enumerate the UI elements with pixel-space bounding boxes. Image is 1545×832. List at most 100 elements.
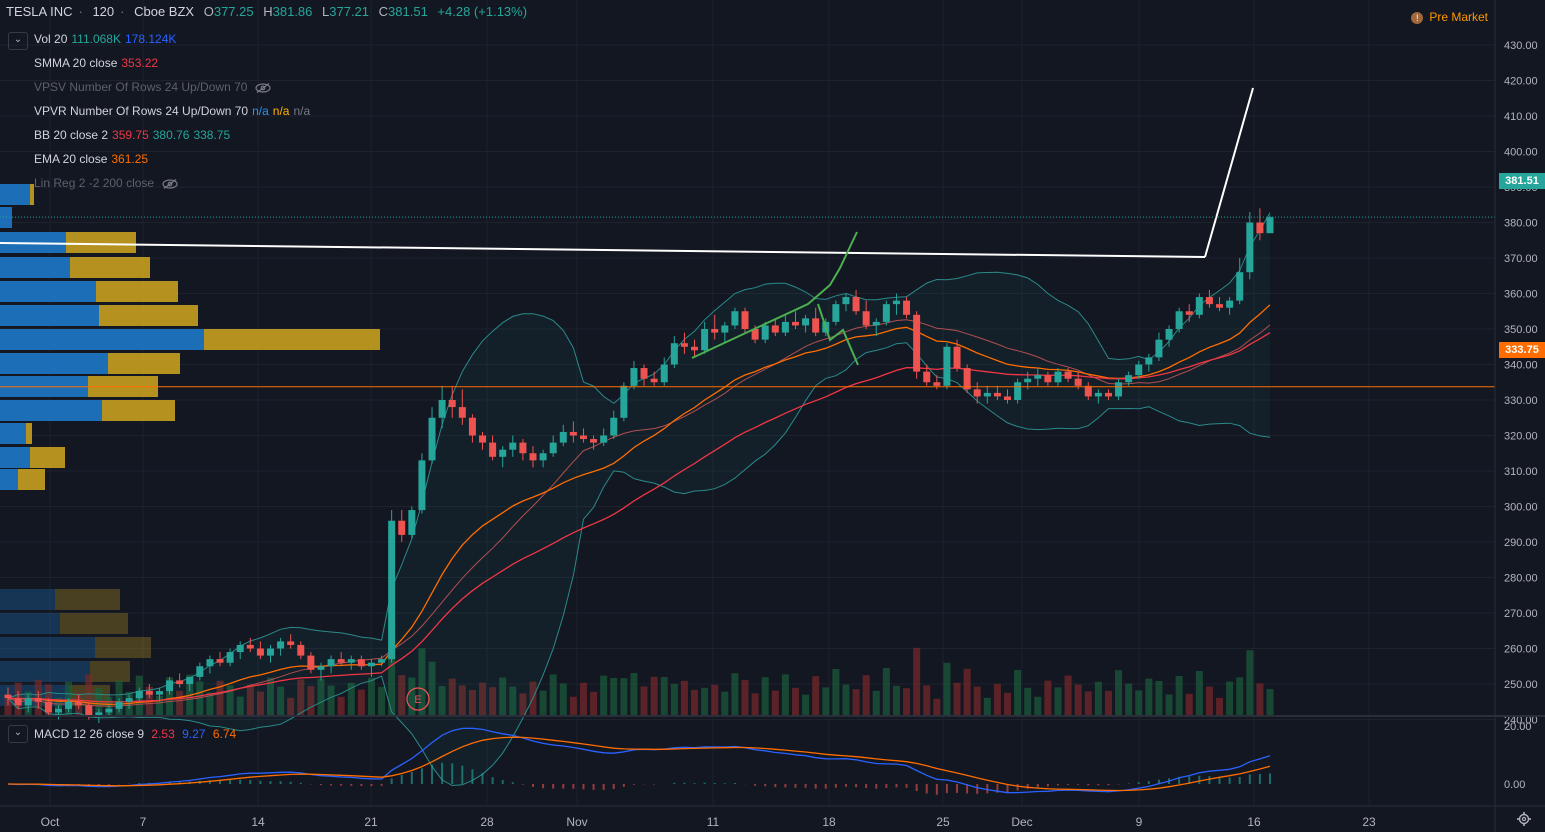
candle-body xyxy=(579,435,587,440)
volume-profile-down xyxy=(66,232,136,253)
candle-body xyxy=(176,680,184,684)
candle-body xyxy=(297,644,305,656)
candle-body xyxy=(1104,392,1112,397)
candle-body xyxy=(1135,364,1143,376)
volume-bar xyxy=(983,697,991,716)
macd-signal-line xyxy=(7,736,1271,792)
candle-body xyxy=(398,520,406,535)
volume-bar xyxy=(882,668,890,716)
candle-body xyxy=(307,655,315,670)
candle-body xyxy=(781,321,789,333)
candle-body xyxy=(963,368,971,390)
candle-body xyxy=(44,701,52,713)
indicator-row[interactable]: EMA 20 close 361.25 xyxy=(34,152,152,166)
price-axis-label: 360.00 xyxy=(1504,289,1538,301)
volume-bar xyxy=(680,680,688,716)
pre-market-badge[interactable]: ! Pre Market xyxy=(1411,10,1488,24)
candle-body xyxy=(479,435,487,443)
volume-profile-down xyxy=(95,637,151,658)
volume-bar xyxy=(852,689,860,716)
candle-body xyxy=(1115,382,1123,397)
volume-profile-down xyxy=(204,329,380,350)
volume-bar xyxy=(367,677,375,716)
volume-profile-down xyxy=(108,353,180,374)
volume-profile-up xyxy=(0,281,96,302)
price-axis-label: 280.00 xyxy=(1504,573,1538,585)
price-axis-label: 300.00 xyxy=(1504,502,1538,514)
time-axis-label: Nov xyxy=(566,815,587,829)
candle-body xyxy=(943,346,951,386)
volume-bar xyxy=(287,697,295,716)
candle-body xyxy=(266,648,274,656)
volume-bar xyxy=(357,689,365,716)
candle-body xyxy=(953,346,961,369)
candle-body xyxy=(1064,371,1072,379)
volume-bar xyxy=(206,692,214,716)
candle-body xyxy=(347,659,355,663)
eye-crossed-icon[interactable] xyxy=(162,178,178,189)
volume-bar xyxy=(1125,683,1133,716)
candle-body xyxy=(166,680,174,692)
candle-body xyxy=(1024,378,1032,383)
volume-bar xyxy=(549,674,557,716)
time-axis-label: 11 xyxy=(707,815,720,829)
indicator-value: 111.068K xyxy=(71,32,121,46)
time-axis-label: 21 xyxy=(364,815,378,829)
volume-bar xyxy=(903,688,911,716)
volume-bar xyxy=(1185,693,1193,716)
indicator-row[interactable]: SMMA 20 close 353.22 xyxy=(34,56,162,70)
candle-body xyxy=(862,311,870,326)
volume-profile-up xyxy=(0,661,90,682)
eye-crossed-icon[interactable] xyxy=(255,82,272,93)
indicator-name: SMMA 20 close xyxy=(34,56,118,70)
volume-bar xyxy=(499,677,507,716)
candle-body xyxy=(428,417,436,461)
candle-body xyxy=(256,648,264,656)
time-axis-label: 7 xyxy=(140,815,147,829)
indicator-row[interactable]: VPVR Number Of Rows 24 Up/Down 70 n/a n/a n… xyxy=(34,104,314,118)
macd-collapse-chevron-down-icon[interactable]: ⌄ xyxy=(8,725,28,743)
volume-bar xyxy=(246,684,254,716)
indicator-row[interactable]: Lin Reg 2 -2 200 close xyxy=(34,176,178,190)
candle-body xyxy=(751,329,759,340)
volume-bar xyxy=(872,690,880,716)
price-axis-label: 410.00 xyxy=(1504,111,1538,123)
volume-profile-down xyxy=(70,257,150,278)
macd-axis-label: 20.00 xyxy=(1504,721,1532,733)
candle-body xyxy=(65,701,73,709)
indicator-row[interactable]: VPSV Number Of Rows 24 Up/Down 70 xyxy=(34,80,272,94)
candle-body xyxy=(277,641,285,649)
symbol-name[interactable]: TESLA INC xyxy=(6,4,73,19)
price-axis-label: 310.00 xyxy=(1504,466,1538,478)
macd-legend[interactable]: MACD 12 26 close 9 2.53 9.27 6.74 xyxy=(34,727,240,741)
indicator-row[interactable]: BB 20 close 2 359.75 380.76 338.75 xyxy=(34,128,234,142)
candle-body xyxy=(549,442,557,454)
volume-bar xyxy=(1024,687,1032,716)
volume-bar xyxy=(1256,683,1264,716)
indicator-value: 353.22 xyxy=(121,56,159,70)
candle-body xyxy=(418,460,426,511)
gear-icon[interactable] xyxy=(1517,812,1531,826)
volume-bar xyxy=(953,682,961,716)
indicator-row[interactable]: Vol 20 111.068K 178.124K xyxy=(34,32,180,46)
indicator-value: 178.124K xyxy=(124,32,177,46)
candle-body xyxy=(620,385,628,418)
time-axis-label: 14 xyxy=(251,815,265,829)
volume-profile-down xyxy=(55,589,120,610)
indicator-value: n/a xyxy=(293,104,311,118)
volume-bar xyxy=(489,687,497,716)
candle-body xyxy=(569,431,577,436)
volume-bar xyxy=(650,676,658,716)
candle-body xyxy=(1044,375,1052,383)
candle-body xyxy=(115,701,123,709)
pre-market-label: Pre Market xyxy=(1429,10,1488,24)
candle-body xyxy=(731,311,739,326)
volume-bar xyxy=(438,686,446,716)
volume-profile-up xyxy=(0,469,18,490)
volume-bar xyxy=(721,691,729,716)
chevron-down-icon[interactable]: ⌄ xyxy=(8,32,28,50)
candle-body xyxy=(145,691,153,695)
interval[interactable]: 120 xyxy=(92,4,115,19)
volume-bar xyxy=(297,679,305,716)
